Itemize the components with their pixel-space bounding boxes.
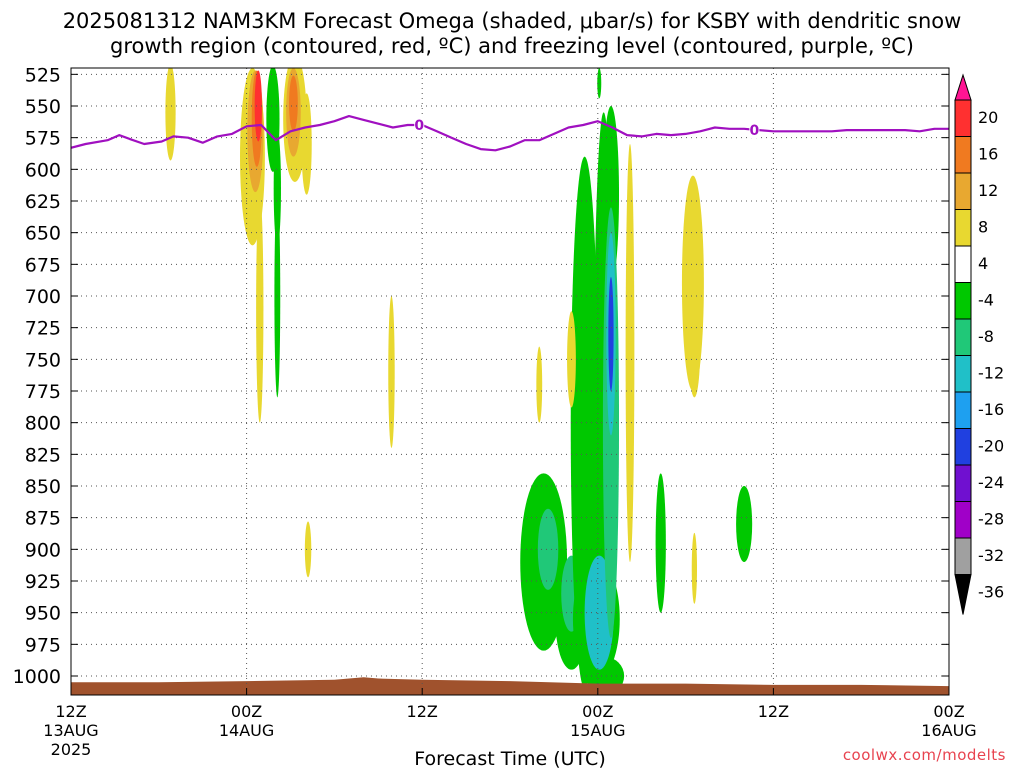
colorbar-label-8: -16	[978, 400, 1004, 419]
terrain-fill	[71, 677, 949, 695]
y-tick-label-525: 525	[25, 64, 61, 86]
omega-region-5	[256, 194, 264, 423]
colorbar-label-13: -36	[978, 583, 1004, 602]
omega-region-33	[655, 473, 666, 613]
colorbar-label-2: 12	[978, 181, 998, 200]
freezing-label-bg-1	[749, 122, 760, 139]
omega-region-31	[597, 68, 602, 99]
x-tick-label-60-l2: 16AUG	[921, 721, 976, 740]
x-tick-label-12-l2: 14AUG	[219, 721, 274, 740]
x-axis-label: Forecast Time (UTC)	[414, 748, 605, 768]
colorbar-segment-6	[954, 282, 972, 320]
colorbar-segment-10	[954, 428, 972, 466]
omega-region-14	[388, 296, 395, 448]
colorbar-label-1: 16	[978, 145, 998, 164]
y-tick-label-975: 975	[25, 634, 61, 656]
colorbar-label-5: -4	[978, 291, 994, 310]
omega-region-4	[254, 70, 262, 142]
y-tick-label-875: 875	[25, 508, 61, 530]
y-tick-label-675: 675	[25, 254, 61, 276]
x-tick-label-0-l2: 13AUG	[43, 721, 98, 740]
omega-region-35	[688, 296, 701, 398]
freezing-level-label-1: 0	[750, 123, 760, 139]
omega-region-12	[301, 93, 312, 195]
pressure-axis: 525 550 575 600 625 650 675 700 725 750 775 800 825 8…	[13, 64, 949, 688]
freezing-level-line	[71, 115, 949, 152]
x-tick-label-60-l1: 00Z	[933, 702, 964, 721]
colorbar-segment-3	[954, 172, 972, 210]
omega-region-22	[570, 156, 599, 689]
colorbar-label-0: 20	[978, 108, 998, 127]
colorbar-segment-9	[954, 391, 972, 429]
freezing-level-label-0: 0	[414, 118, 424, 134]
colorbar-label-6: -8	[978, 327, 994, 346]
terrain-layer	[71, 677, 949, 695]
omega-shading-layer	[165, 68, 753, 695]
colorbar-segment-1	[954, 99, 972, 137]
y-tick-label-1000: 1000	[13, 666, 61, 688]
y-tick-label-900: 900	[25, 539, 61, 561]
y-tick-label-800: 800	[25, 413, 61, 435]
omega-region-32	[625, 144, 635, 562]
colorbar-segment-13	[954, 537, 972, 575]
omega-region-11	[289, 75, 298, 132]
y-tick-label-950: 950	[25, 603, 61, 625]
colorbar-label-7: -12	[978, 364, 1004, 383]
y-tick-label-725: 725	[25, 318, 61, 340]
credit-text: coolwx.com/modelts	[842, 746, 1006, 764]
omega-region-13	[304, 521, 312, 578]
colorbar-label-11: -28	[978, 510, 1004, 529]
chart-title-line1: 2025081312 NAM3KM Forecast Omega (shaded…	[62, 9, 962, 33]
omega-region-17	[537, 508, 559, 590]
x-tick-label-48-l1: 12Z	[758, 702, 789, 721]
colorbar-segment-7	[954, 318, 972, 356]
y-tick-label-625: 625	[25, 191, 61, 213]
colorbar-segment-12	[954, 501, 972, 539]
colorbar-label-10: -24	[978, 473, 1004, 492]
colorbar-bottom-arrow	[954, 574, 972, 615]
y-tick-label-600: 600	[25, 159, 61, 181]
colorbar-segment-8	[954, 355, 972, 393]
y-tick-label-700: 700	[25, 286, 61, 308]
colorbar-label-4: 4	[978, 254, 988, 273]
colorbar-label-3: 8	[978, 218, 988, 237]
omega-region-36	[691, 532, 698, 604]
plot-frame	[70, 67, 950, 696]
y-tick-label-650: 650	[25, 223, 61, 245]
x-tick-label-24-l1: 12Z	[407, 702, 438, 721]
y-tick-label-575: 575	[25, 128, 61, 150]
omega-region-8	[273, 131, 281, 246]
omega-region-0	[165, 68, 176, 161]
y-tick-label-750: 750	[25, 349, 61, 371]
colorbar-label-12: -32	[978, 546, 1004, 565]
omega-region-15	[536, 346, 543, 423]
colorbar-segment-4	[954, 209, 972, 247]
omega-region-30	[608, 277, 614, 391]
y-tick-label-775: 775	[25, 381, 61, 403]
x-tick-label-0-l3: 2025	[51, 740, 92, 759]
colorbar-segment-11	[954, 464, 972, 502]
freezing-label-bg-0	[414, 117, 425, 133]
grid-lines	[70, 68, 950, 695]
y-tick-label-550: 550	[25, 96, 61, 118]
omega-region-37	[736, 486, 753, 562]
colorbar-top-arrow	[954, 73, 972, 101]
chart-title-line2: growth region (contoured, red, ºC) and f…	[110, 34, 914, 58]
y-tick-label-850: 850	[25, 476, 61, 498]
colorbar: 20 16 12 8 4 -4 -8 -12 -16 -20 -24 -28 -32 -36	[954, 73, 1004, 615]
omega-region-7	[274, 194, 281, 398]
x-tick-label-36-l2: 15AUG	[570, 721, 625, 740]
y-tick-label-825: 825	[25, 444, 61, 466]
colorbar-segment-2	[954, 136, 972, 174]
x-tick-label-12-l1: 00Z	[231, 702, 262, 721]
colorbar-label-9: -20	[978, 437, 1004, 456]
y-tick-label-925: 925	[25, 571, 61, 593]
x-tick-label-36-l1: 00Z	[582, 702, 613, 721]
x-tick-label-0-l1: 12Z	[55, 702, 86, 721]
colorbar-segment-5	[954, 245, 972, 283]
